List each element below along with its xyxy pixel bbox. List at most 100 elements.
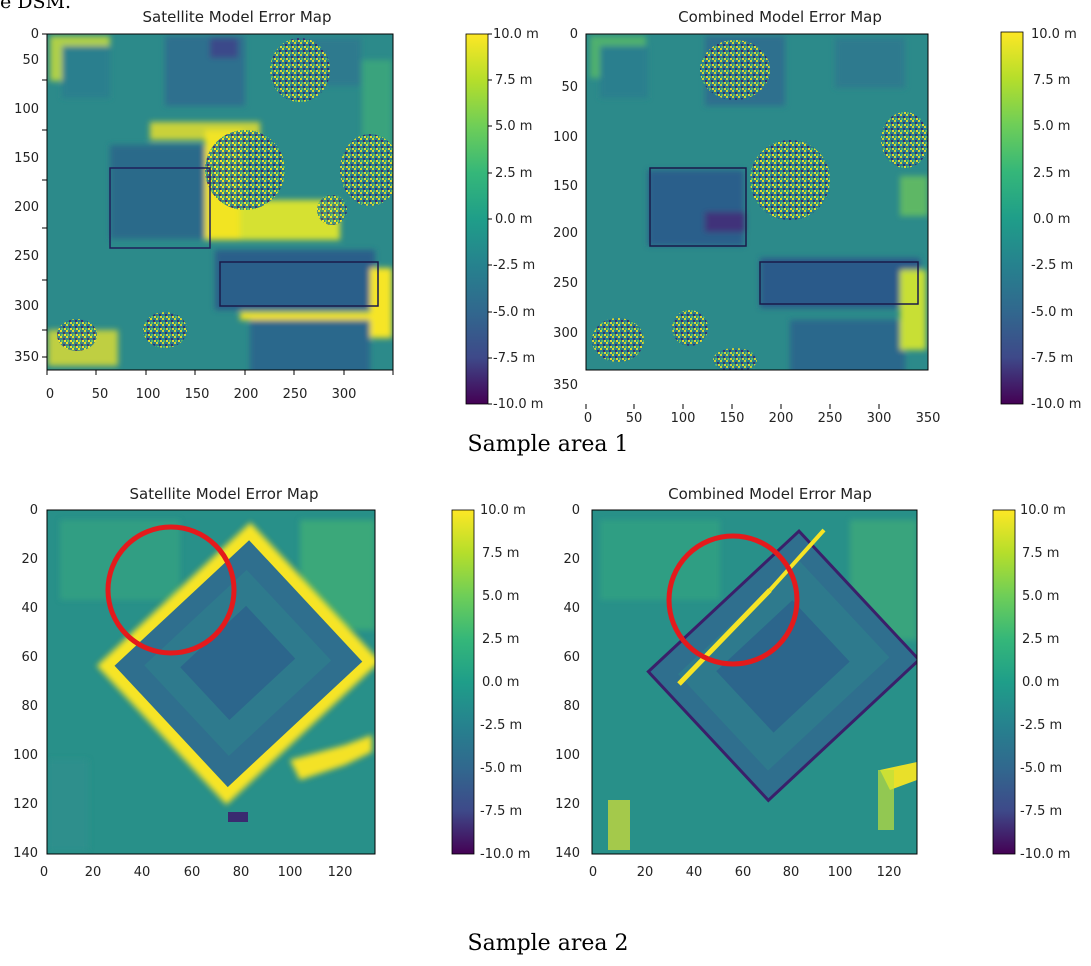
colorbar-label: 5.0 m: [482, 589, 519, 604]
panel-title: Satellite Model Error Map: [130, 485, 319, 503]
y-tick-label: 350: [553, 378, 578, 393]
y-tick-label: 150: [553, 179, 578, 194]
y-tick-label: 250: [14, 249, 39, 264]
y-tick-label: 100: [13, 748, 38, 763]
colorbar-label: -7.5 m: [1031, 351, 1073, 366]
x-tick-label: 60: [184, 865, 201, 880]
x-tick-label: 100: [136, 387, 161, 402]
x-tick-label: 100: [278, 865, 303, 880]
y-tick-label: 60: [563, 650, 580, 665]
panel-sample1-satellite: Satellite Model Error Map: [14, 8, 543, 412]
colorbar-label: -10.0 m: [493, 397, 543, 412]
colorbar-label: 7.5 m: [495, 73, 532, 88]
y-tick-label: 0: [570, 27, 578, 42]
x-tick-label: 300: [332, 387, 357, 402]
colorbar-label: -2.5 m: [480, 718, 522, 733]
x-tick-label: 200: [769, 411, 794, 426]
y-tick-label: 0: [30, 503, 38, 518]
x-tick-label: 50: [92, 387, 109, 402]
x-axis-ticks: 0 50 100 150 200 250 300 350: [584, 404, 940, 426]
x-tick-label: 100: [828, 865, 853, 880]
y-tick-label: 100: [555, 748, 580, 763]
y-tick-label: 350: [14, 350, 39, 365]
x-tick-label: 50: [626, 411, 643, 426]
colorbar-label: -10.0 m: [1020, 847, 1070, 862]
panel-sample1-combined: Combined Model Error Map: [553, 8, 1081, 426]
colorbar-label: 5.0 m: [1022, 589, 1059, 604]
panel-sample2-combined: Combined Model Error Map 0 20 40: [555, 485, 1070, 880]
colorbar-label: -2.5 m: [1031, 258, 1073, 273]
caption-sample-area-1: Sample area 1: [468, 432, 629, 457]
colorbar-label: 2.5 m: [482, 632, 519, 647]
y-tick-label: 60: [21, 650, 38, 665]
heatmap-image: [47, 510, 375, 854]
colorbar: 10.0 m 7.5 m 5.0 m 2.5 m 0.0 m -2.5 m -5…: [451, 503, 530, 862]
y-tick-label: 100: [553, 130, 578, 145]
colorbar-label: -5.0 m: [493, 305, 535, 320]
colorbar-label: -7.5 m: [1020, 804, 1062, 819]
x-tick-label: 0: [584, 411, 592, 426]
colorbar-label: -10.0 m: [1031, 397, 1081, 412]
y-tick-label: 80: [563, 699, 580, 714]
x-axis-ticks: 0 20 40 60 80 100 120: [40, 865, 353, 880]
y-tick-label: 0: [31, 27, 39, 42]
intro-text-fragment: e DSM.: [0, 0, 72, 13]
x-tick-label: 120: [877, 865, 902, 880]
x-tick-label: 40: [686, 865, 703, 880]
y-tick-label: 120: [555, 797, 580, 812]
y-tick-label: 200: [553, 226, 578, 241]
x-tick-label: 40: [134, 865, 151, 880]
colorbar-label: 10.0 m: [493, 27, 539, 42]
colorbar-label: -5.0 m: [1020, 761, 1062, 776]
x-tick-label: 0: [589, 865, 597, 880]
y-tick-label: 300: [553, 326, 578, 341]
colorbar-label: -2.5 m: [1020, 718, 1062, 733]
y-tick-label: 150: [14, 151, 39, 166]
x-tick-label: 0: [40, 865, 48, 880]
y-tick-label: 140: [555, 846, 580, 861]
colorbar-label: 10.0 m: [1031, 27, 1077, 42]
colorbar-label: 0.0 m: [1033, 212, 1070, 227]
panel-title: Satellite Model Error Map: [143, 8, 332, 26]
panel-title: Combined Model Error Map: [678, 8, 882, 26]
x-axis-ticks: 0 20 40 60 80 100 120: [589, 865, 902, 880]
colorbar-label: 2.5 m: [1022, 632, 1059, 647]
x-tick-label: 100: [671, 411, 696, 426]
y-axis-ticks: 0 50 100 150 200 250 300 350: [553, 27, 578, 393]
y-tick-label: 140: [13, 846, 38, 861]
x-tick-label: 80: [233, 865, 250, 880]
heatmap-image: [47, 34, 393, 370]
y-tick-label: 100: [14, 102, 39, 117]
highlight-circle: [105, 524, 237, 656]
y-tick-label: 200: [14, 200, 39, 215]
x-tick-label: 150: [185, 387, 210, 402]
x-tick-label: 0: [46, 387, 54, 402]
colorbar: 10.0 m 7.5 m 5.0 m 2.5 m 0.0 m -2.5 m -5…: [1000, 27, 1081, 412]
x-tick-label: 20: [85, 865, 102, 880]
y-axis-ticks: 0 50 100 150 200 250 300 350: [14, 27, 47, 365]
panel-title: Combined Model Error Map: [668, 485, 872, 503]
colorbar: 10.0 m 7.5 m 5.0 m 2.5 m 0.0 m -2.5 m -5…: [465, 27, 543, 412]
colorbar-label: 2.5 m: [1033, 166, 1070, 181]
colorbar-label: 2.5 m: [495, 166, 532, 181]
colorbar-label: 5.0 m: [495, 119, 532, 134]
y-axis-ticks: 0 20 40 60 80 100 120 140: [13, 503, 38, 861]
colorbar-label: 0.0 m: [482, 675, 519, 690]
y-tick-label: 40: [21, 601, 38, 616]
colorbar: 10.0 m 7.5 m 5.0 m 2.5 m 0.0 m -2.5 m -5…: [992, 503, 1070, 862]
colorbar-label: -5.0 m: [1031, 305, 1073, 320]
colorbar-label: -10.0 m: [480, 847, 530, 862]
x-tick-label: 150: [720, 411, 745, 426]
x-tick-label: 120: [328, 865, 353, 880]
colorbar-label: -2.5 m: [493, 258, 535, 273]
colorbar-label: -5.0 m: [480, 761, 522, 776]
caption-sample-area-2: Sample area 2: [468, 931, 629, 956]
colorbar-label: 0.0 m: [495, 212, 532, 227]
y-axis-ticks: 0 20 40 60 80 100 120 140: [555, 503, 580, 861]
y-tick-label: 300: [14, 299, 39, 314]
y-tick-label: 120: [13, 797, 38, 812]
highlight-circle: [666, 533, 800, 667]
colorbar-label: 7.5 m: [482, 546, 519, 561]
panel-sample2-satellite: Satellite Model Error Map 0 20 40 60: [13, 485, 530, 880]
